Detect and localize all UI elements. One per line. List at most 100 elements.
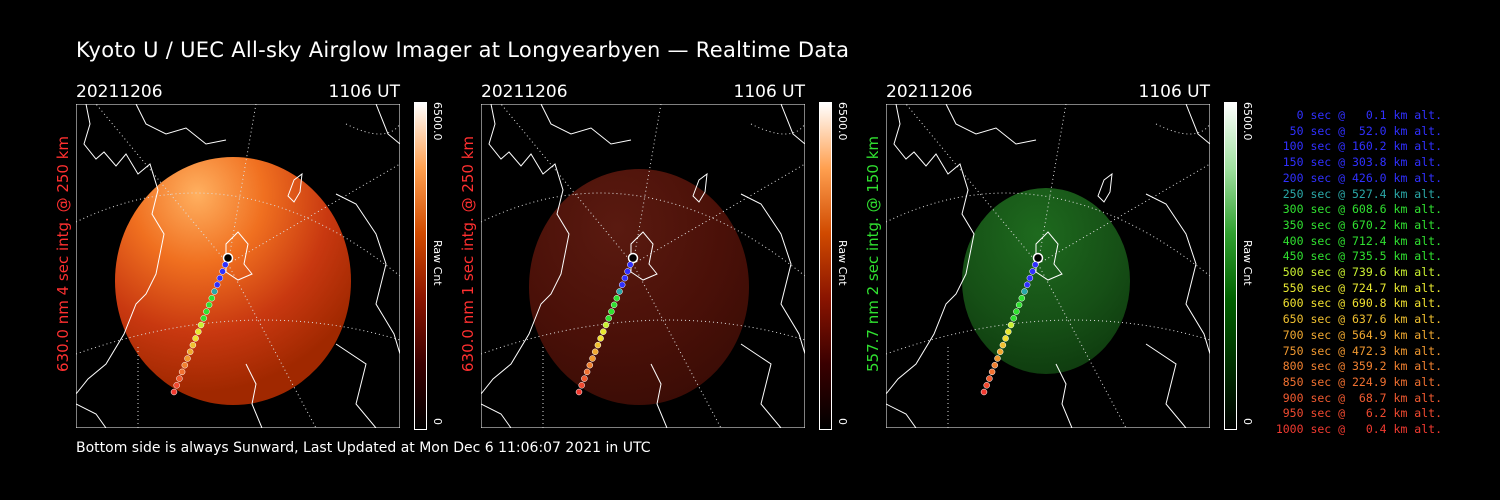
trajectory-marker <box>613 294 621 302</box>
panel-side-label: 630.0 nm 1 sec intg. @ 250 km <box>459 135 477 372</box>
trajectory-marker <box>195 328 202 335</box>
trajectory-marker <box>996 348 1004 356</box>
trajectory-marker <box>627 252 639 264</box>
legend-row: 150 sec @ 303.8 km alt. <box>1282 155 1442 170</box>
trajectory-marker <box>216 274 224 282</box>
panel-time: 1106 UT <box>328 82 401 102</box>
trajectory-marker <box>586 361 594 369</box>
trajectory-marker <box>991 361 999 369</box>
trajectory-marker <box>1021 288 1028 295</box>
trajectory-marker <box>602 321 610 329</box>
colorbar-unit-label: Raw Cnt <box>431 240 444 286</box>
trajectory-marker <box>594 341 602 349</box>
trajectory-marker <box>1018 294 1026 302</box>
trajectory-marker <box>994 355 1001 362</box>
trajectory-marker <box>170 388 178 396</box>
legend-row: 900 sec @ 68.7 km alt. <box>1282 390 1442 405</box>
trajectory-marker <box>589 355 596 362</box>
panel-side-label: 630.0 nm 4 sec intg. @ 250 km <box>54 135 72 372</box>
trajectory-marker <box>1002 335 1009 342</box>
trajectory-marker <box>222 261 229 268</box>
allsky-image <box>76 104 400 428</box>
legend-row: 250 sec @ 527.4 km alt. <box>1282 186 1442 201</box>
trajectory-marker <box>575 388 583 396</box>
legend-row: 400 sec @ 712.4 km alt. <box>1282 233 1442 248</box>
trajectory-marker <box>1015 301 1023 309</box>
trajectory-marker <box>624 268 631 275</box>
legend-row: 100 sec @ 160.2 km alt. <box>1282 139 1442 154</box>
trajectory-marker <box>1026 274 1034 282</box>
trajectory-marker <box>986 375 993 382</box>
footer-note: Bottom side is always Sunward, Last Upda… <box>76 440 651 456</box>
trajectory-marker <box>1023 281 1031 289</box>
trajectory-marker <box>211 288 218 295</box>
trajectory-marker <box>618 281 626 289</box>
trajectory-marker <box>222 252 234 264</box>
legend-row: 600 sec @ 690.8 km alt. <box>1282 296 1442 311</box>
trajectory-marker <box>583 368 591 376</box>
colorbar <box>1224 102 1237 430</box>
trajectory-marker <box>1007 321 1015 329</box>
panel-date: 20211206 <box>76 82 163 102</box>
page-title: Kyoto U / UEC All-sky Airglow Imager at … <box>76 38 850 62</box>
trajectory-marker <box>610 301 618 309</box>
panel-time: 1106 UT <box>1138 82 1211 102</box>
trajectory-marker <box>184 355 191 362</box>
legend-row: 750 sec @ 472.3 km alt. <box>1282 343 1442 358</box>
trajectory-marker <box>203 308 210 315</box>
trajectory-marker <box>581 375 588 382</box>
trajectory-marker <box>597 335 604 342</box>
trajectory-marker <box>208 294 216 302</box>
panel-date: 20211206 <box>886 82 973 102</box>
panel-date: 20211206 <box>481 82 568 102</box>
legend-row: 650 sec @ 637.6 km alt. <box>1282 312 1442 327</box>
trajectory-marker <box>605 315 612 322</box>
panel-side-label: 557.7 nm 2 sec intg. @ 150 km <box>864 135 882 372</box>
legend-row: 850 sec @ 224.9 km alt. <box>1282 374 1442 389</box>
trajectory-marker <box>200 315 207 322</box>
trajectory-marker <box>173 382 180 389</box>
allsky-image <box>886 104 1210 428</box>
trajectory-marker <box>600 328 607 335</box>
trajectory-marker <box>980 388 988 396</box>
trajectory-marker <box>1010 315 1017 322</box>
trajectory-marker <box>181 361 189 369</box>
legend-row: 450 sec @ 735.5 km alt. <box>1282 249 1442 264</box>
trajectory-legend: 0 sec @ 0.1 km alt. 50 sec @ 52.0 km alt.… <box>1250 108 1442 438</box>
legend-row: 50 sec @ 52.0 km alt. <box>1289 123 1442 138</box>
colorbar-min-label: 0 <box>431 418 444 425</box>
trajectory-marker <box>219 268 226 275</box>
legend-row: 550 sec @ 724.7 km alt. <box>1282 280 1442 295</box>
trajectory-marker <box>213 281 221 289</box>
trajectory-marker <box>578 382 585 389</box>
legend-row: 0 sec @ 0.1 km alt. <box>1296 108 1442 122</box>
legend-row: 700 sec @ 564.9 km alt. <box>1282 327 1442 342</box>
trajectory-marker <box>608 308 615 315</box>
trajectory-marker <box>616 288 623 295</box>
trajectory-marker <box>621 274 629 282</box>
trajectory-marker <box>205 301 213 309</box>
colorbar <box>819 102 832 430</box>
trajectory-marker <box>1013 308 1020 315</box>
trajectory-marker <box>197 321 205 329</box>
legend-row: 950 sec @ 6.2 km alt. <box>1282 406 1442 421</box>
legend-row: 500 sec @ 739.6 km alt. <box>1282 265 1442 280</box>
trajectory-marker <box>1032 261 1039 268</box>
colorbar-unit-label: Raw Cnt <box>836 240 849 286</box>
trajectory-marker <box>999 341 1007 349</box>
trajectory-marker <box>176 375 183 382</box>
colorbar-max-label: 6500.0 <box>431 102 444 141</box>
trajectory-marker <box>591 348 599 356</box>
panel-time: 1106 UT <box>733 82 806 102</box>
trajectory-marker <box>1032 252 1044 264</box>
trajectory-marker <box>1005 328 1012 335</box>
colorbar-max-label: 6500.0 <box>836 102 849 141</box>
legend-row: 800 sec @ 359.2 km alt. <box>1282 359 1442 374</box>
trajectory-marker <box>983 382 990 389</box>
trajectory-marker <box>178 368 186 376</box>
legend-row: 1000 sec @ 0.4 km alt. <box>1275 422 1442 437</box>
colorbar-min-label: 0 <box>836 418 849 425</box>
allsky-image <box>481 104 805 428</box>
legend-row: 200 sec @ 426.0 km alt. <box>1282 170 1442 185</box>
